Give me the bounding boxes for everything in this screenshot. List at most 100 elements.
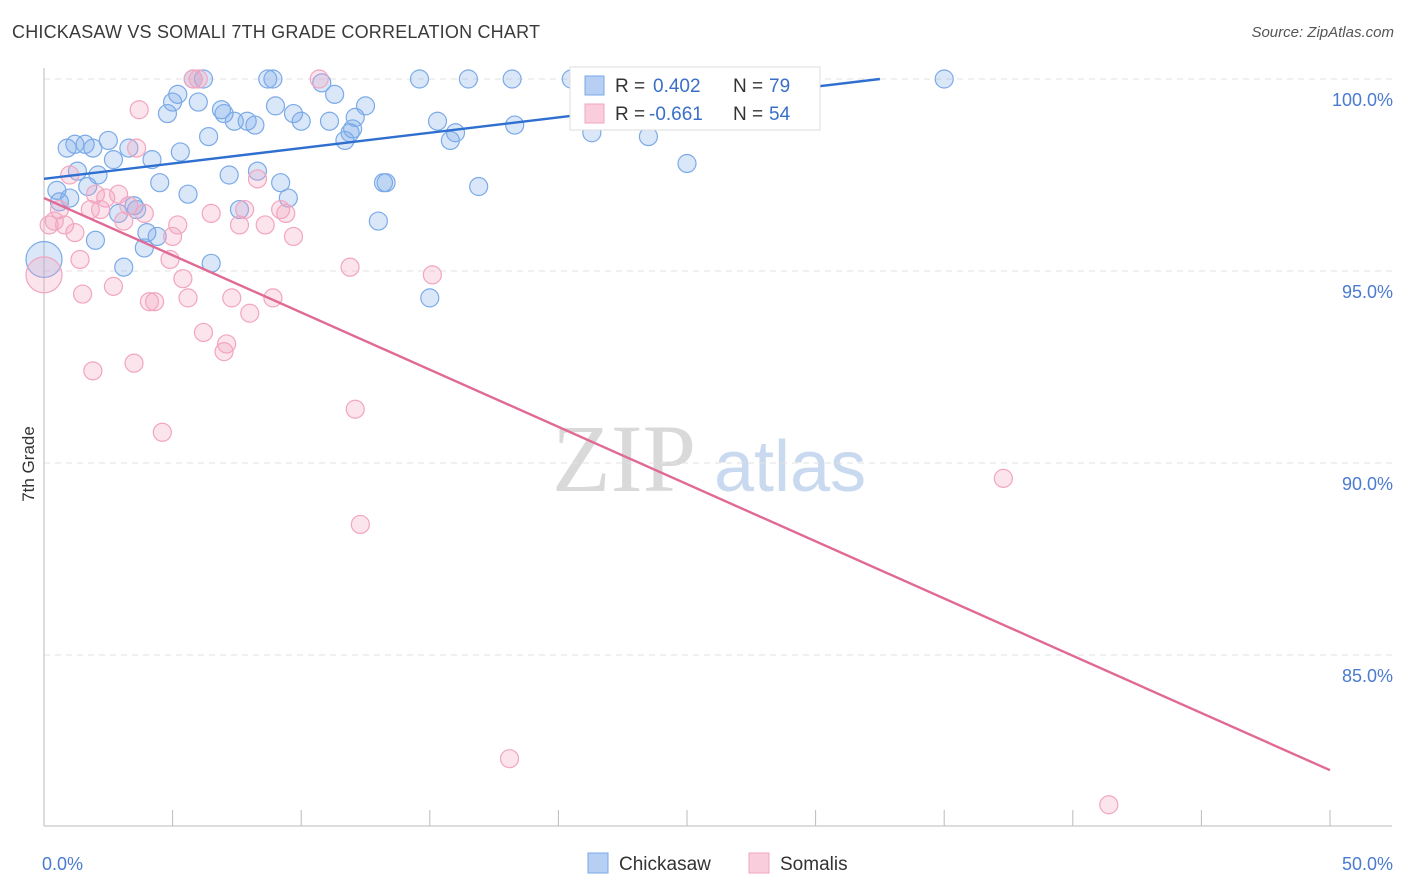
- legend-swatch-chickasaw: [584, 75, 605, 96]
- somalis-point-47: [350, 514, 370, 535]
- somalis-point-0: [44, 211, 64, 231]
- y-tick-label-90: 90.0%: [1342, 474, 1393, 494]
- watermark-zip: ZIP: [552, 405, 696, 512]
- somalis-point-37: [240, 303, 260, 323]
- y-axis-label: 7th Grade: [19, 426, 38, 502]
- somalis-point-21: [144, 292, 165, 312]
- somalis-point-10: [90, 199, 111, 220]
- source-label: Source: ZipAtlas.com: [1251, 24, 1394, 41]
- legend-n-value-chickasaw: 79: [769, 76, 790, 97]
- chickasaw-point-58: [376, 173, 396, 193]
- somalis-point-45: [340, 257, 360, 277]
- bottom-legend-label-chickasaw: Chickasaw: [619, 854, 711, 875]
- chickasaw-point-53: [343, 119, 363, 139]
- chickasaw-point-55: [355, 96, 376, 116]
- chickasaw-point-31: [199, 127, 219, 147]
- chickasaw-point-59: [409, 69, 430, 89]
- chart-title: CHICKASAW VS SOMALI 7TH GRADE CORRELATIO…: [12, 22, 541, 42]
- x-tick-label-max: 50.0%: [1342, 854, 1393, 874]
- somalis-point-33: [217, 334, 237, 354]
- somalis-point-24: [163, 226, 183, 247]
- somalis-point-14: [114, 211, 134, 231]
- legend-r-value-chickasaw: 0.402: [653, 76, 701, 97]
- somalis-point-53: [39, 215, 59, 235]
- chickasaw-point-19: [137, 223, 157, 243]
- somalis-point-22: [152, 422, 172, 442]
- x-tick-label-min: 0.0%: [42, 854, 83, 874]
- somalis-point-18: [129, 100, 149, 120]
- chickasaw-point-64: [458, 69, 478, 89]
- somalis-point-30: [193, 322, 214, 343]
- chickasaw-point-63: [445, 123, 466, 143]
- chickasaw-point-22: [150, 173, 170, 193]
- chickasaw-point-46: [283, 103, 304, 124]
- chickasaw-point-65: [469, 176, 489, 197]
- chickasaw-point-42: [263, 69, 283, 89]
- chickasaw-point-50: [325, 84, 345, 104]
- chickasaw-point-20: [142, 150, 162, 170]
- legend-r-label-somalis: R =: [615, 104, 645, 125]
- chickasaw-point-66: [502, 69, 522, 89]
- chickasaw-point-74: [25, 240, 63, 279]
- somalis-point-20: [139, 292, 160, 312]
- legend-swatch-somalis: [584, 103, 605, 124]
- somalis-point-48: [422, 265, 442, 285]
- bottom-legend-swatch-somalis: [748, 852, 770, 874]
- chickasaw-point-56: [368, 211, 388, 231]
- bottom-legend: Chickasaw Somalis: [587, 852, 848, 875]
- somalis-point-11: [96, 188, 116, 208]
- chickasaw-point-45: [278, 188, 298, 208]
- chickasaw-point-41: [258, 69, 278, 89]
- gridlines: 85.0% 90.0% 95.0% 100.0%: [44, 78, 1393, 686]
- y-tick-label-95: 95.0%: [1342, 282, 1393, 302]
- chickasaw-point-73: [934, 69, 954, 89]
- somalis-point-16: [124, 353, 144, 373]
- somalis-point-6: [72, 284, 93, 304]
- somalis-point-31: [201, 203, 221, 223]
- data-points: [25, 69, 1119, 815]
- axes: [43, 68, 1392, 827]
- somalis-point-12: [103, 276, 124, 296]
- chickasaw-point-35: [219, 165, 239, 185]
- chickasaw-point-10: [88, 165, 108, 185]
- somalis-point-27: [178, 288, 198, 308]
- somalis-point-42: [276, 203, 296, 223]
- somalis-point-4: [65, 223, 85, 243]
- chickasaw-point-40: [247, 161, 268, 181]
- legend-r-value-somalis: -0.661: [649, 104, 703, 125]
- legend-n-value-somalis: 54: [769, 104, 791, 125]
- somalis-point-39: [255, 215, 275, 235]
- somalis-point-49: [499, 749, 520, 769]
- bottom-legend-swatch-chickasaw: [587, 852, 609, 874]
- bottom-legend-label-somalis: Somalis: [780, 854, 848, 875]
- chickasaw-point-49: [319, 111, 340, 131]
- somalis-point-26: [173, 269, 193, 289]
- somalis-point-50: [993, 468, 1013, 488]
- somalis-point-19: [134, 203, 154, 223]
- somalis-point-44: [309, 69, 329, 89]
- chickasaw-point-11: [98, 130, 118, 151]
- chickasaw-point-21: [147, 226, 167, 247]
- somalis-point-5: [70, 249, 90, 270]
- chickasaw-point-29: [188, 92, 208, 112]
- somalis-point-29: [188, 69, 208, 89]
- somalis-point-38: [247, 169, 268, 189]
- somalis-point-8: [83, 361, 103, 381]
- somalis-point-43: [283, 226, 304, 247]
- somalis-point-28: [183, 69, 203, 89]
- chickasaw-point-8: [83, 138, 103, 158]
- chickasaw-point-44: [271, 173, 291, 193]
- chickasaw-point-12: [103, 150, 124, 170]
- legend-box: R = 0.402 N = 79 R = -0.661 N = 54: [569, 66, 821, 131]
- somalis-point-41: [271, 199, 291, 220]
- watermark-atlas: atlas: [714, 427, 866, 507]
- chickasaw-point-61: [427, 111, 448, 131]
- chickasaw-point-26: [170, 142, 190, 162]
- chickasaw-point-67: [505, 115, 525, 135]
- chickasaw-point-30: [193, 69, 214, 89]
- somalis-point-15: [119, 196, 139, 216]
- somalis-point-2: [54, 215, 75, 235]
- chickasaw-point-34: [214, 103, 234, 124]
- somalis-point-32: [214, 342, 234, 362]
